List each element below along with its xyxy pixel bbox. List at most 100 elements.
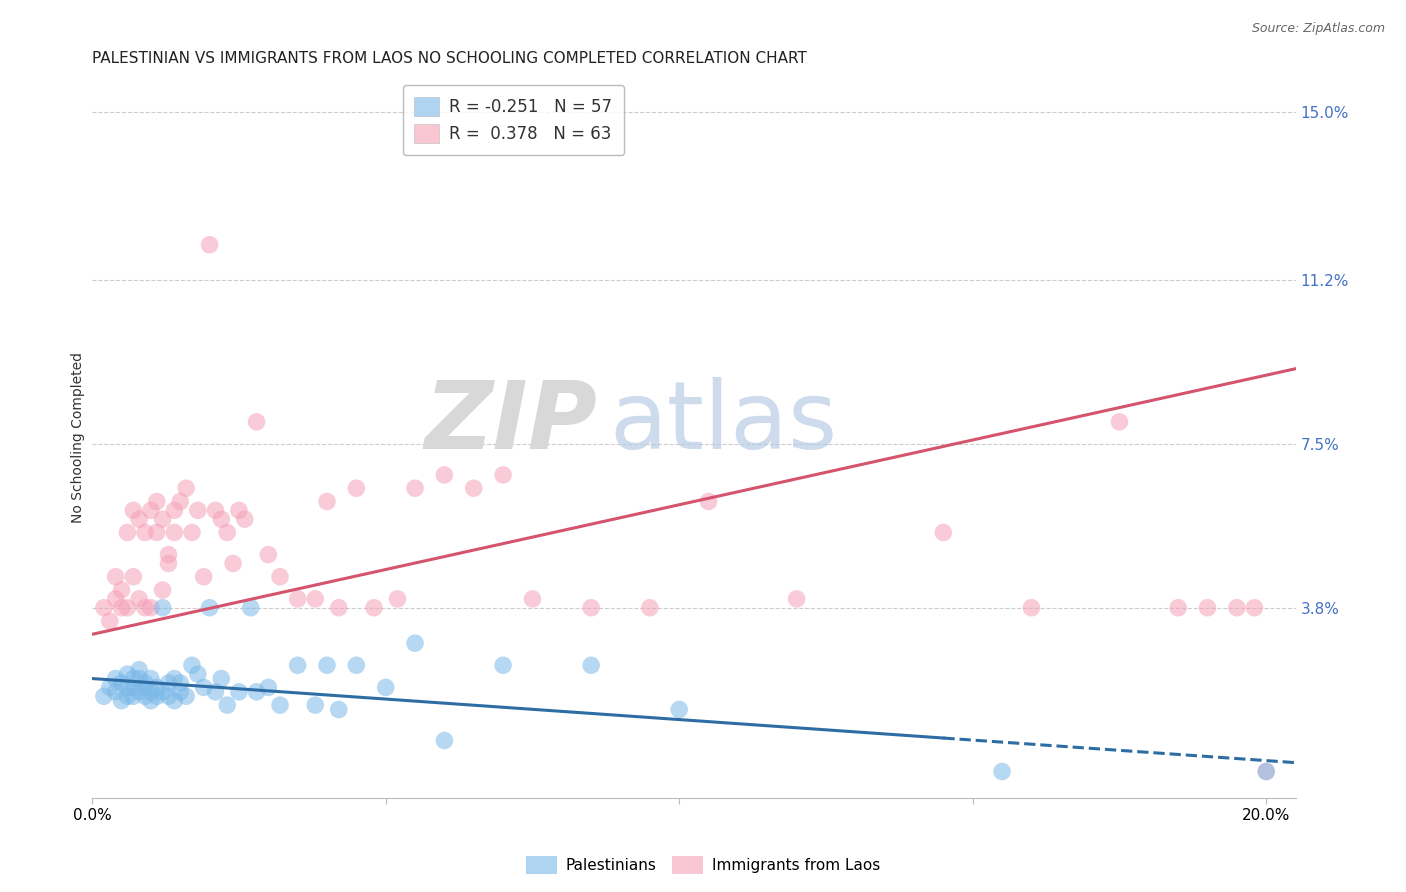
Point xyxy=(463,481,485,495)
Point xyxy=(134,676,156,690)
Point xyxy=(245,685,267,699)
Point xyxy=(668,702,690,716)
Point xyxy=(239,600,262,615)
Point xyxy=(128,685,150,699)
Point xyxy=(122,672,145,686)
Point xyxy=(187,503,209,517)
Point xyxy=(304,591,326,606)
Point xyxy=(287,591,309,606)
Point xyxy=(404,481,426,495)
Point xyxy=(786,591,808,606)
Point xyxy=(193,570,215,584)
Legend: R = -0.251   N = 57, R =  0.378   N = 63: R = -0.251 N = 57, R = 0.378 N = 63 xyxy=(402,85,624,155)
Point xyxy=(316,658,339,673)
Point xyxy=(128,663,150,677)
Point xyxy=(1226,600,1249,615)
Point xyxy=(1256,764,1278,779)
Point xyxy=(257,681,280,695)
Point xyxy=(117,525,139,540)
Point xyxy=(193,681,215,695)
Point xyxy=(145,525,167,540)
Point xyxy=(217,525,239,540)
Point xyxy=(316,494,339,508)
Point xyxy=(228,685,250,699)
Point xyxy=(157,557,180,571)
Point xyxy=(122,570,145,584)
Point xyxy=(181,658,204,673)
Point xyxy=(145,494,167,508)
Point xyxy=(110,694,132,708)
Point xyxy=(198,600,221,615)
Point xyxy=(1167,600,1189,615)
Point xyxy=(117,690,139,704)
Point xyxy=(1197,600,1219,615)
Point xyxy=(245,415,267,429)
Point xyxy=(174,690,197,704)
Y-axis label: No Schooling Completed: No Schooling Completed xyxy=(72,351,86,523)
Point xyxy=(204,503,226,517)
Point xyxy=(328,702,350,716)
Point xyxy=(122,690,145,704)
Point xyxy=(128,512,150,526)
Point xyxy=(344,481,367,495)
Point xyxy=(163,672,186,686)
Point xyxy=(128,672,150,686)
Point xyxy=(204,685,226,699)
Point xyxy=(198,237,221,252)
Legend: Palestinians, Immigrants from Laos: Palestinians, Immigrants from Laos xyxy=(520,850,886,880)
Point xyxy=(269,570,291,584)
Point xyxy=(104,591,127,606)
Point xyxy=(374,681,396,695)
Point xyxy=(117,667,139,681)
Point xyxy=(98,614,121,628)
Point xyxy=(522,591,544,606)
Point xyxy=(492,467,515,482)
Point xyxy=(163,525,186,540)
Point xyxy=(139,672,162,686)
Point xyxy=(991,764,1014,779)
Point xyxy=(93,600,115,615)
Point xyxy=(222,557,245,571)
Point xyxy=(638,600,661,615)
Point xyxy=(932,525,955,540)
Point xyxy=(157,676,180,690)
Point xyxy=(169,676,191,690)
Point xyxy=(122,681,145,695)
Point xyxy=(117,681,139,695)
Point xyxy=(157,690,180,704)
Point xyxy=(152,600,174,615)
Point xyxy=(433,467,456,482)
Point xyxy=(287,658,309,673)
Point xyxy=(98,681,121,695)
Point xyxy=(104,672,127,686)
Point xyxy=(344,658,367,673)
Point xyxy=(1108,415,1130,429)
Point xyxy=(228,503,250,517)
Point xyxy=(174,481,197,495)
Point xyxy=(233,512,256,526)
Point xyxy=(152,512,174,526)
Point xyxy=(128,591,150,606)
Point xyxy=(579,658,602,673)
Point xyxy=(209,672,232,686)
Point xyxy=(110,676,132,690)
Point xyxy=(104,685,127,699)
Point xyxy=(387,591,409,606)
Point xyxy=(104,570,127,584)
Point xyxy=(157,548,180,562)
Text: atlas: atlas xyxy=(610,377,838,469)
Point xyxy=(304,698,326,712)
Point xyxy=(697,494,720,508)
Text: Source: ZipAtlas.com: Source: ZipAtlas.com xyxy=(1251,22,1385,36)
Point xyxy=(404,636,426,650)
Point xyxy=(1243,600,1265,615)
Text: ZIP: ZIP xyxy=(425,377,598,469)
Point xyxy=(269,698,291,712)
Point xyxy=(169,685,191,699)
Point xyxy=(217,698,239,712)
Point xyxy=(122,503,145,517)
Text: PALESTINIAN VS IMMIGRANTS FROM LAOS NO SCHOOLING COMPLETED CORRELATION CHART: PALESTINIAN VS IMMIGRANTS FROM LAOS NO S… xyxy=(93,51,807,66)
Point xyxy=(110,600,132,615)
Point xyxy=(163,503,186,517)
Point xyxy=(257,548,280,562)
